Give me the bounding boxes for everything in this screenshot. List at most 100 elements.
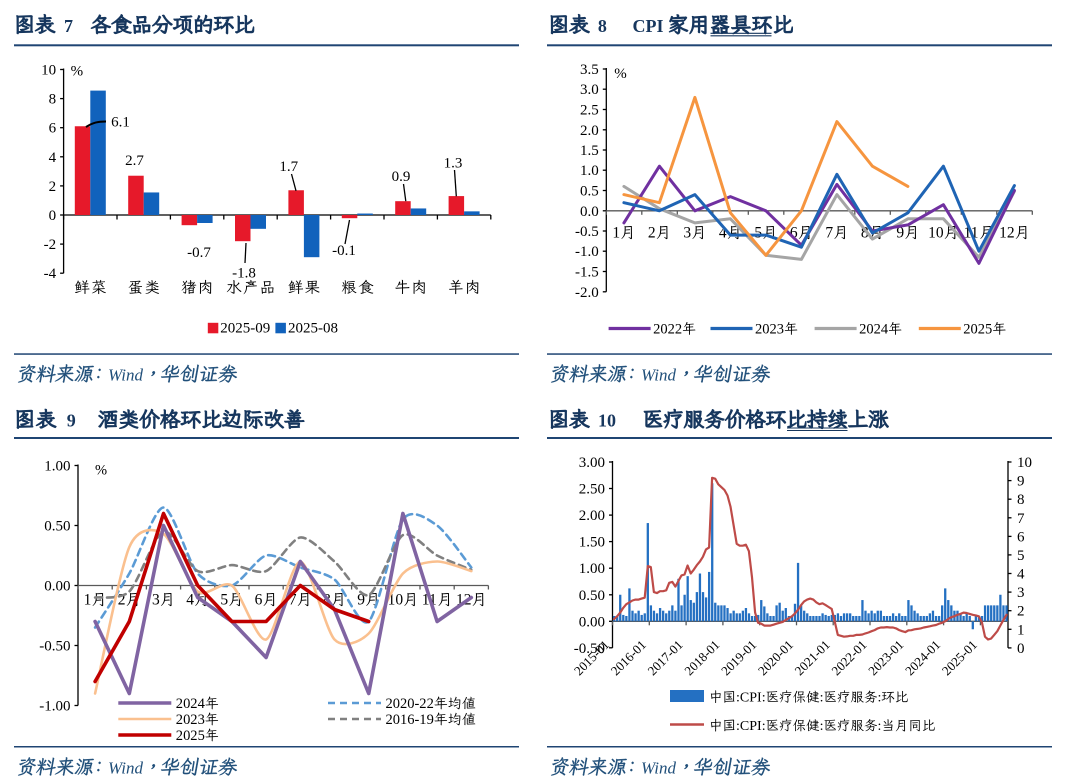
svg-text:1: 1 bbox=[84, 592, 92, 609]
svg-text:3.00: 3.00 bbox=[579, 455, 605, 471]
svg-text:6: 6 bbox=[407, 712, 414, 728]
svg-text:2025-08: 2025-08 bbox=[288, 321, 338, 337]
svg-text:%: % bbox=[614, 66, 627, 82]
svg-text:5: 5 bbox=[1017, 548, 1025, 564]
svg-text:7: 7 bbox=[1017, 511, 1025, 527]
svg-text:1.50: 1.50 bbox=[579, 535, 605, 551]
svg-text::: : bbox=[878, 691, 882, 706]
svg-text:2022-01: 2022-01 bbox=[828, 637, 869, 678]
svg-text:2025-09: 2025-09 bbox=[220, 321, 270, 337]
svg-text:0.00: 0.00 bbox=[44, 579, 70, 595]
svg-text:2025-01: 2025-01 bbox=[939, 637, 980, 678]
svg-text::: : bbox=[820, 719, 824, 734]
svg-text::: : bbox=[762, 719, 766, 734]
svg-text:-1.5: -1.5 bbox=[575, 265, 599, 281]
svg-text:2: 2 bbox=[648, 225, 656, 242]
svg-text:8: 8 bbox=[1017, 492, 1025, 508]
svg-text:8: 8 bbox=[598, 16, 607, 36]
svg-text:0.50: 0.50 bbox=[44, 519, 70, 535]
svg-text:2023: 2023 bbox=[755, 322, 784, 338]
svg-text:Wind: Wind bbox=[641, 366, 676, 385]
svg-text:1.0: 1.0 bbox=[580, 163, 599, 179]
svg-text:0.00: 0.00 bbox=[579, 614, 605, 630]
svg-text:1: 1 bbox=[400, 712, 407, 728]
svg-text:8: 8 bbox=[49, 92, 57, 108]
svg-text:0: 0 bbox=[393, 712, 400, 728]
svg-text:-0.5: -0.5 bbox=[575, 224, 599, 240]
svg-text:%: % bbox=[71, 64, 84, 80]
svg-text:P: P bbox=[749, 719, 757, 734]
svg-text:3: 3 bbox=[152, 592, 160, 609]
svg-text:-0.7: -0.7 bbox=[187, 245, 211, 261]
svg-text:%: % bbox=[95, 463, 107, 479]
svg-text:2: 2 bbox=[419, 696, 426, 712]
svg-text:-1.0: -1.0 bbox=[575, 244, 599, 260]
svg-text:3.5: 3.5 bbox=[580, 62, 599, 78]
svg-text:1.3: 1.3 bbox=[444, 156, 463, 172]
svg-text:5: 5 bbox=[198, 728, 205, 744]
svg-text:3: 3 bbox=[1017, 585, 1025, 601]
svg-text:1.7: 1.7 bbox=[279, 159, 298, 175]
svg-text:2.0: 2.0 bbox=[580, 123, 599, 139]
svg-text:-2: -2 bbox=[44, 237, 57, 253]
svg-text:2: 2 bbox=[176, 728, 183, 744]
svg-text:10: 10 bbox=[928, 225, 944, 242]
svg-text:9: 9 bbox=[896, 225, 904, 242]
svg-text:2024-01: 2024-01 bbox=[902, 637, 943, 678]
svg-text:1.5: 1.5 bbox=[580, 143, 599, 159]
svg-text:2018-01: 2018-01 bbox=[681, 637, 722, 678]
svg-text:2.5: 2.5 bbox=[580, 103, 599, 119]
svg-text:6.1: 6.1 bbox=[111, 115, 130, 131]
svg-text:0: 0 bbox=[183, 728, 190, 744]
svg-text:1.00: 1.00 bbox=[44, 459, 70, 475]
svg-text:2022: 2022 bbox=[653, 322, 682, 338]
svg-text:6: 6 bbox=[255, 592, 263, 609]
svg-text:C: C bbox=[740, 719, 749, 734]
svg-text:0: 0 bbox=[49, 208, 57, 224]
svg-text:3.0: 3.0 bbox=[580, 82, 599, 98]
svg-text:7: 7 bbox=[825, 225, 833, 242]
svg-text::: : bbox=[736, 691, 740, 706]
svg-text:3: 3 bbox=[683, 225, 691, 242]
svg-text:9: 9 bbox=[427, 712, 434, 728]
svg-text:4: 4 bbox=[198, 696, 206, 712]
svg-text:0: 0 bbox=[183, 712, 190, 728]
svg-text:-1.8: -1.8 bbox=[232, 266, 256, 282]
svg-text:Wind: Wind bbox=[108, 366, 143, 385]
svg-text:2: 2 bbox=[386, 712, 393, 728]
svg-text:3: 3 bbox=[198, 712, 205, 728]
svg-text:-2.0: -2.0 bbox=[575, 285, 599, 301]
svg-text:2: 2 bbox=[1017, 604, 1025, 620]
svg-text:6: 6 bbox=[49, 121, 57, 137]
svg-text:2: 2 bbox=[190, 728, 197, 744]
svg-text:I: I bbox=[757, 691, 762, 706]
svg-text:10: 10 bbox=[598, 411, 616, 431]
svg-text:2020-01: 2020-01 bbox=[755, 637, 796, 678]
svg-text:2: 2 bbox=[176, 712, 183, 728]
svg-text:2016-01: 2016-01 bbox=[608, 637, 649, 678]
svg-text:2: 2 bbox=[118, 592, 126, 609]
svg-text:2.50: 2.50 bbox=[579, 482, 605, 498]
svg-text:C: C bbox=[740, 691, 749, 706]
svg-text:10: 10 bbox=[1017, 455, 1032, 471]
svg-text:2.7: 2.7 bbox=[125, 153, 144, 169]
svg-text:2025: 2025 bbox=[963, 322, 992, 338]
svg-text:4: 4 bbox=[49, 150, 57, 166]
svg-text:P: P bbox=[749, 691, 757, 706]
svg-text:0.50: 0.50 bbox=[579, 588, 605, 604]
svg-text:0.9: 0.9 bbox=[392, 169, 411, 185]
svg-text:12: 12 bbox=[999, 225, 1015, 242]
svg-text:0.0: 0.0 bbox=[580, 204, 599, 220]
svg-text:Wind: Wind bbox=[108, 759, 143, 778]
svg-text:1.00: 1.00 bbox=[579, 561, 605, 577]
svg-text:0: 0 bbox=[393, 696, 400, 712]
svg-text:0: 0 bbox=[1017, 641, 1025, 657]
svg-text:2: 2 bbox=[400, 696, 407, 712]
svg-text:-4: -4 bbox=[44, 266, 57, 282]
svg-text:-: - bbox=[415, 712, 420, 728]
svg-text:1: 1 bbox=[612, 225, 620, 242]
svg-text:2: 2 bbox=[176, 696, 183, 712]
svg-text:2017-01: 2017-01 bbox=[644, 637, 685, 678]
svg-text:2: 2 bbox=[190, 696, 197, 712]
svg-text:2: 2 bbox=[190, 712, 197, 728]
